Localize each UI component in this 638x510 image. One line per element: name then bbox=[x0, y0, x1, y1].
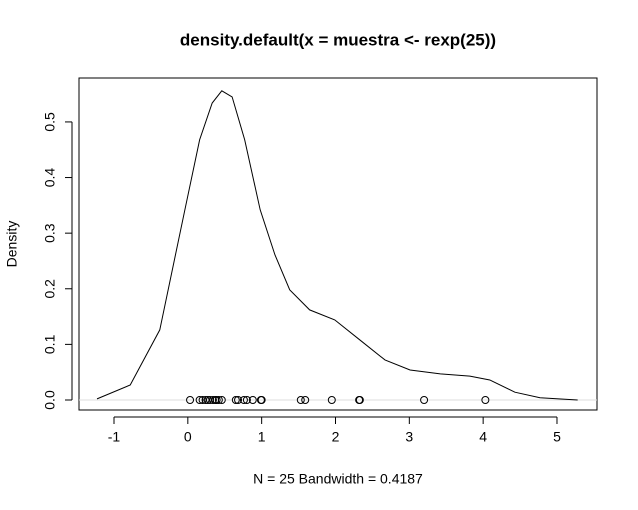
data-point bbox=[257, 395, 266, 404]
y-tick-label: 0.2 bbox=[42, 279, 58, 299]
x-tick-label: -1 bbox=[108, 429, 121, 445]
data-point bbox=[296, 395, 305, 404]
x-tick-label: 4 bbox=[479, 429, 487, 445]
data-point bbox=[217, 395, 226, 404]
y-tick-label: 0.4 bbox=[42, 168, 58, 188]
x-tick-label: 0 bbox=[184, 429, 192, 445]
x-tick-label: 1 bbox=[258, 429, 266, 445]
data-point bbox=[234, 395, 243, 404]
data-point bbox=[481, 395, 490, 404]
data-point bbox=[212, 395, 221, 404]
chart-title: density.default(x = muestra <- rexp(25)) bbox=[180, 30, 496, 49]
x-tick-label: 3 bbox=[405, 429, 413, 445]
y-axis-label: Density bbox=[4, 221, 20, 268]
y-tick-label: 0.3 bbox=[42, 223, 58, 243]
data-point bbox=[186, 395, 195, 404]
data-point bbox=[208, 395, 217, 404]
data-point bbox=[248, 395, 257, 404]
x-tick-label: 5 bbox=[553, 429, 561, 445]
x-tick-label: 2 bbox=[332, 429, 340, 445]
y-tick-label: 0.0 bbox=[42, 390, 58, 410]
data-point bbox=[355, 395, 364, 404]
data-point bbox=[239, 395, 248, 404]
data-point bbox=[301, 395, 310, 404]
y-tick-label: 0.5 bbox=[42, 112, 58, 132]
data-point bbox=[242, 395, 251, 404]
data-point bbox=[214, 395, 223, 404]
data-point bbox=[231, 395, 240, 404]
density-curve bbox=[96, 90, 578, 401]
plot-box bbox=[78, 77, 598, 411]
data-point bbox=[327, 395, 336, 404]
data-point bbox=[420, 395, 429, 404]
data-point bbox=[195, 395, 204, 404]
y-tick-label: 0.1 bbox=[42, 334, 58, 354]
x-axis-label: N = 25 Bandwidth = 0.4187 bbox=[253, 471, 423, 487]
